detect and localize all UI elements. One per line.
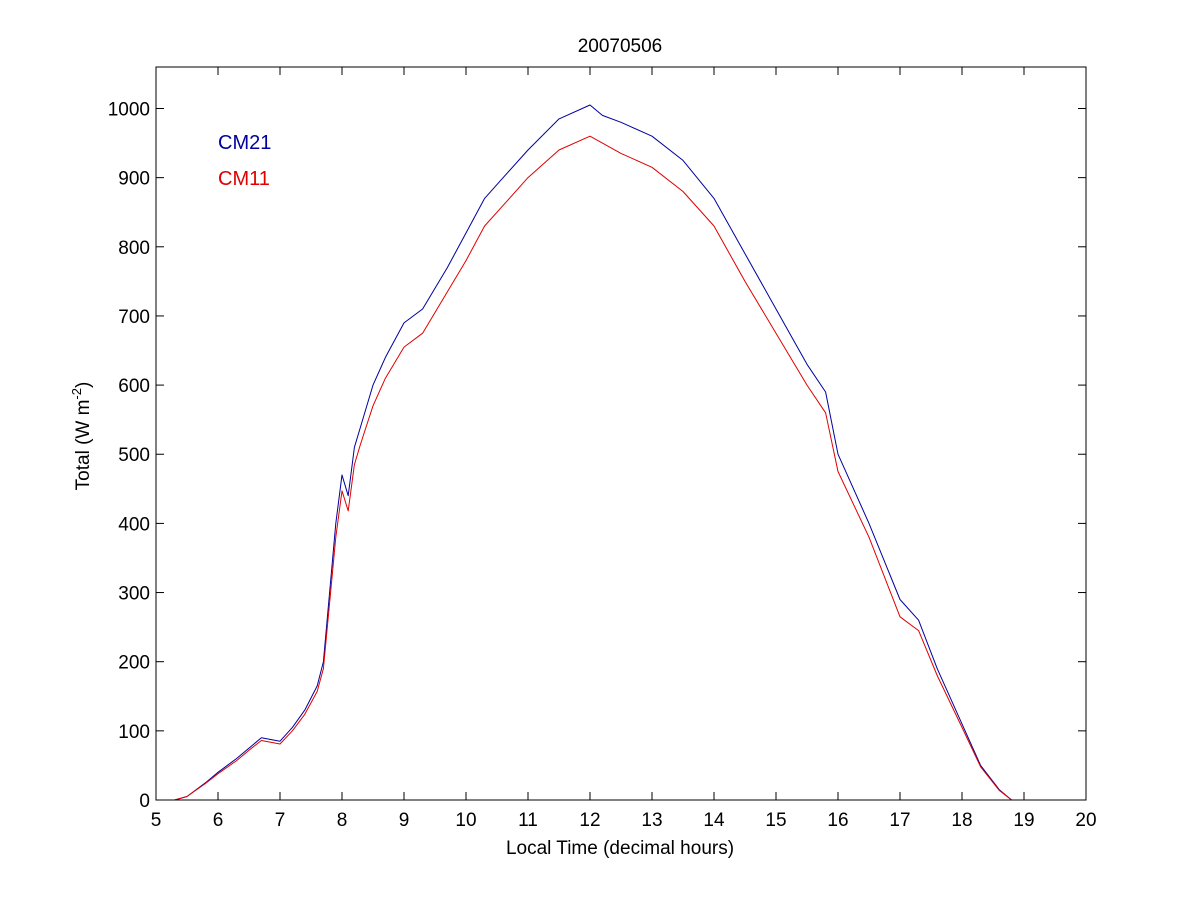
y-axis-label-main: Total (W m [73,400,94,491]
y-tick-label: 300 [118,584,150,605]
series-layer [174,104,1012,801]
x-tick-label: 18 [951,810,972,831]
y-axis: 0 100 200 300 400 500 600 700 800 900 1000 [108,99,1086,812]
plot-frame [155,66,1087,801]
x-axis: 5 6 7 8 9 10 11 12 13 14 15 16 17 18 19 20 [151,67,1097,831]
y-tick-label: 900 [118,169,150,190]
x-tick-label: 7 [275,810,286,831]
x-tick-label: 20 [1075,810,1096,831]
y-axis-label: Total (W m-2) [69,382,94,491]
y-tick-label: 800 [118,238,150,259]
x-tick-label: 19 [1013,810,1034,831]
y-axis-label-exponent: -2 [69,388,84,400]
y-tick-label: 100 [118,722,150,743]
x-axis-label: Local Time (decimal hours) [506,838,734,859]
x-tick-label: 8 [337,810,348,831]
x-tick-label: 17 [889,810,910,831]
y-tick-label: 500 [118,445,150,466]
x-tick-label: 15 [765,810,786,831]
x-tick-label: 14 [703,810,725,831]
y-tick-label: 200 [118,653,150,674]
legend-entry-cm11: CM11 [218,168,270,190]
x-tick-label: 9 [399,810,410,831]
x-tick-label: 11 [518,810,538,831]
y-axis-label-close: ) [73,382,94,388]
x-tick-label: 10 [455,810,476,831]
x-tick-label: 6 [213,810,224,831]
chart-title: 20070506 [578,36,663,57]
y-tick-label: 700 [118,307,150,328]
x-tick-label: 13 [641,810,662,831]
y-tick-label: 600 [118,376,150,397]
x-tick-label: 5 [151,810,162,831]
legend: CM21 CM11 [218,132,271,190]
x-tick-label: 16 [827,810,848,831]
legend-entry-cm21: CM21 [218,132,271,154]
y-tick-label: 1000 [108,99,150,120]
series-line-cm11 [174,135,1012,801]
series-line-cm21 [174,104,1012,801]
y-tick-label: 0 [139,791,150,812]
y-tick-label: 400 [118,514,150,535]
x-tick-label: 12 [579,810,600,831]
